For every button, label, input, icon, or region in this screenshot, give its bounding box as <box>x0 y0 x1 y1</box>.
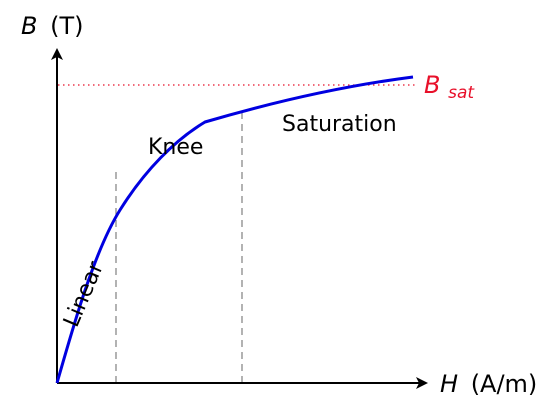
y-axis-label: B (T) <box>21 12 84 40</box>
x-axis-label: H (A/m) <box>440 370 537 398</box>
saturation-region-label: Saturation <box>282 112 397 137</box>
linear-region-label: Linear <box>59 257 109 331</box>
bh-curve <box>55 75 414 384</box>
knee-region-label: Knee <box>148 135 203 160</box>
bsat-label: B sat <box>424 71 475 103</box>
